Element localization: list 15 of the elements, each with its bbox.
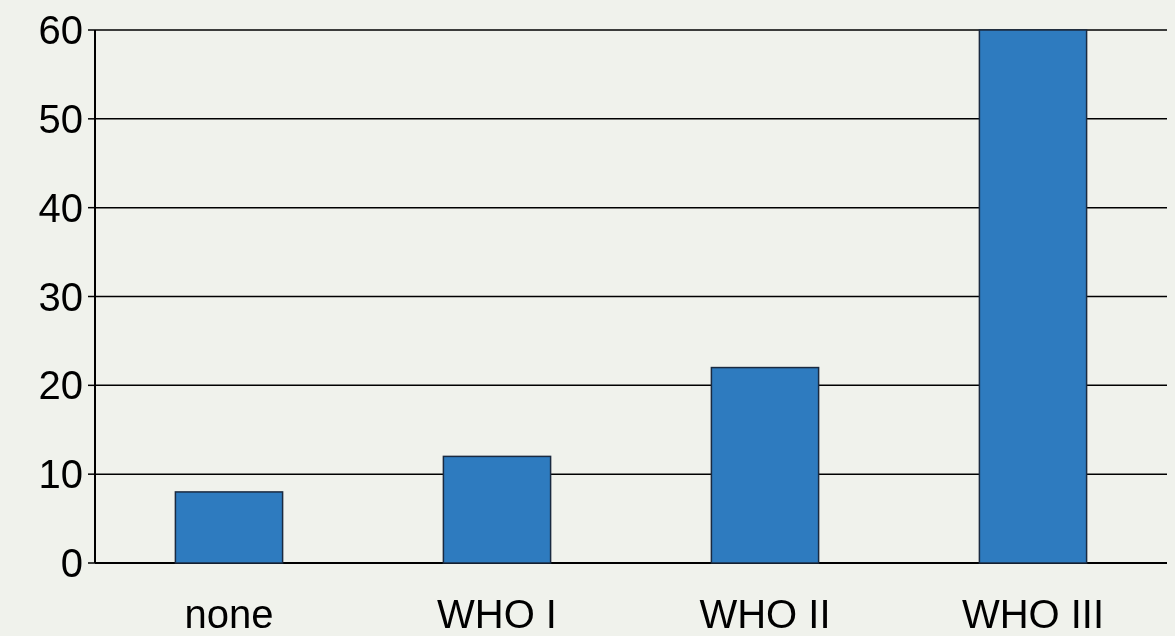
y-tick-label: 20 — [38, 363, 83, 408]
x-tick-label: WHO I — [437, 592, 557, 636]
bar — [978, 29, 1088, 564]
bar — [710, 366, 820, 564]
y-tick-label: 50 — [38, 96, 83, 141]
y-tick-label: 30 — [38, 274, 83, 319]
y-tick-label: 60 — [38, 8, 83, 52]
y-tick-label: 40 — [38, 185, 83, 230]
bar — [442, 455, 552, 564]
x-tick-label: WHO II — [699, 592, 831, 636]
x-tick-label: none — [184, 592, 274, 636]
y-tick-label: 10 — [38, 452, 83, 497]
y-tick-label: 0 — [60, 541, 83, 585]
bar — [174, 491, 284, 564]
x-tick-label: WHO III — [961, 592, 1105, 636]
